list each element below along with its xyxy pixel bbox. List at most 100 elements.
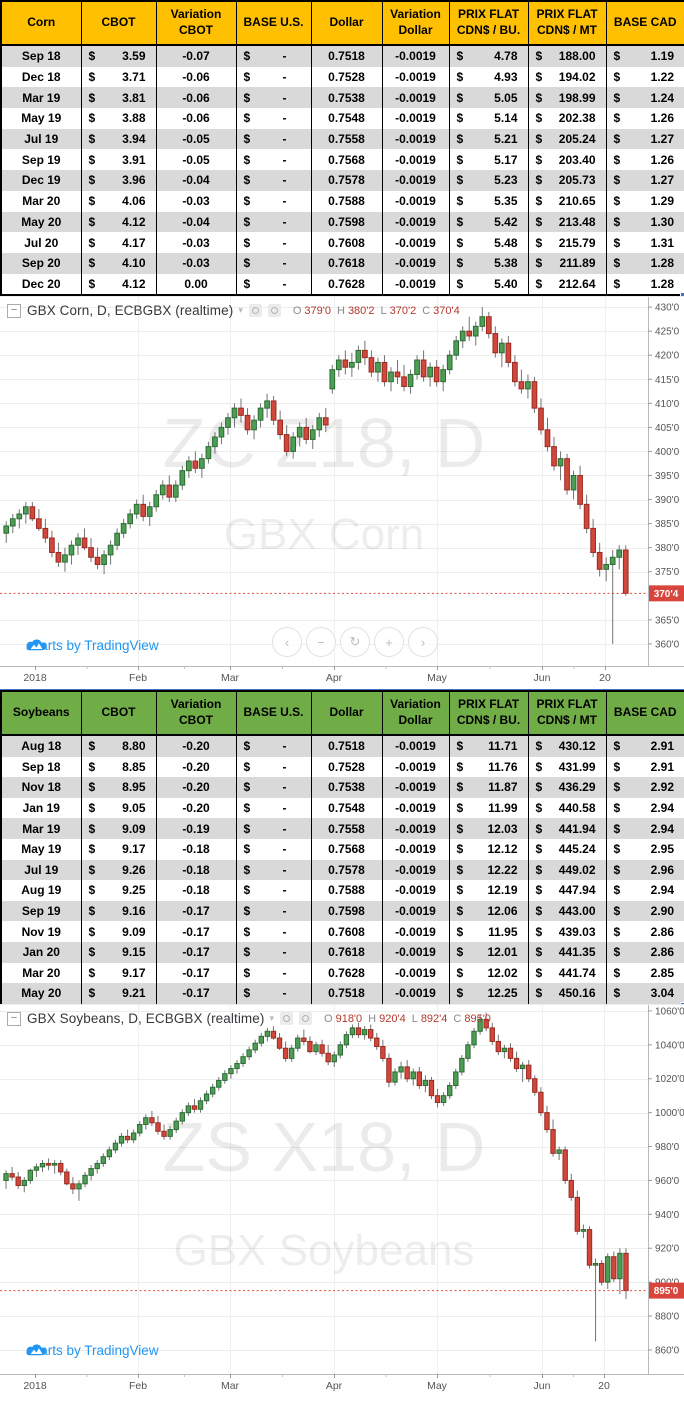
table-cell: $5.35 — [448, 190, 529, 212]
table-cell: $2.94 — [605, 797, 684, 819]
table-cell: Sep 20 — [0, 252, 82, 274]
chart-compare-icon[interactable] — [267, 304, 281, 317]
chevron-down-icon[interactable]: ▾ — [238, 305, 243, 315]
ohlc-value: 892'4 — [420, 1012, 448, 1025]
table-cell: $9.09 — [80, 921, 157, 942]
collapse-chart-icon[interactable]: − — [7, 1011, 21, 1026]
table-cell: Sep 19 — [0, 149, 82, 171]
chart-nav-button[interactable]: − — [306, 627, 336, 657]
table-cell: 0.7538 — [310, 87, 383, 109]
table-cell: $450.16 — [527, 983, 607, 1005]
soybeans-chart-header: − GBX Soybeans, D, ECBGBX (realtime) ▾ O… — [7, 1011, 497, 1026]
table-cell: -0.0019 — [381, 818, 450, 839]
collapse-chart-icon[interactable]: − — [7, 303, 21, 318]
table-cell: -0.17 — [155, 941, 237, 963]
table-cell: -0.0019 — [381, 87, 450, 109]
table-cell: -0.0019 — [381, 962, 450, 984]
table-cell: -0.0019 — [381, 859, 450, 881]
table-cell: $ - — [235, 232, 312, 253]
table-cell: $ - — [235, 66, 312, 88]
table-cell: Jul 20 — [0, 232, 82, 253]
table-cell: 0.7598 — [310, 900, 383, 922]
table-cell: -0.03 — [155, 190, 237, 212]
column-header: Variation CBOT — [155, 691, 237, 736]
table-cell: -0.0019 — [381, 45, 450, 67]
table-row: Sep 18 $3.59 -0.07 $ -0.7518 -0.0019 $4.78 $188… — [0, 45, 684, 67]
chart-nav-buttons: ‹ − ↻ + › — [272, 627, 438, 657]
table-cell: $ - — [235, 735, 312, 757]
column-header: Dollar — [310, 1, 383, 46]
chart-compare-icon[interactable] — [299, 1012, 313, 1025]
table-row: Jul 19 $3.94 -0.05 $ -0.7558 -0.0019 $5.21 $205… — [0, 128, 684, 150]
ohlc-value: 918'0 — [335, 1012, 363, 1025]
svg-text:420'0: 420'0 — [655, 351, 680, 362]
table-cell: $1.30 — [605, 211, 684, 233]
table-cell: $2.91 — [605, 735, 684, 757]
table-cell: $205.24 — [527, 128, 607, 150]
table-cell: $441.74 — [527, 962, 607, 984]
table-cell: 0.7608 — [310, 232, 383, 253]
table-cell: -0.0019 — [381, 880, 450, 901]
table-cell: $ - — [235, 252, 312, 274]
chart-style-icon[interactable] — [248, 304, 262, 317]
table-cell: Aug 18 — [0, 735, 82, 757]
table-cell: $8.85 — [80, 756, 157, 778]
table-cell: $211.89 — [527, 252, 607, 274]
table-cell: -0.17 — [155, 962, 237, 984]
table-cell: $2.94 — [605, 880, 684, 901]
table-cell: $5.17 — [448, 149, 529, 171]
corn-chart-header: − GBX Corn, D, ECBGBX (realtime) ▾ O 379'… — [7, 303, 466, 318]
svg-text:895'0: 895'0 — [654, 1286, 679, 1297]
table-cell: $2.86 — [605, 921, 684, 942]
column-header: CBOT — [80, 1, 157, 46]
tradingview-attribution[interactable]: charts by TradingView — [26, 638, 159, 653]
column-header: PRIX FLAT CDN$ / MT — [527, 1, 607, 46]
svg-text:410'0: 410'0 — [655, 399, 680, 410]
chart-style-icon[interactable] — [280, 1012, 294, 1025]
table-header-row: Corn CBOT Variation CBOT BASE U.S. Dollar Var… — [0, 1, 684, 46]
chevron-down-icon[interactable]: ▾ — [269, 1013, 275, 1023]
svg-text:1040'0: 1040'0 — [655, 1040, 684, 1051]
table-cell: 0.7598 — [310, 211, 383, 233]
table-cell: $3.96 — [80, 170, 157, 191]
table-row: Aug 19 $9.25 -0.18 $ -0.7588 -0.0019 $12.19 $44… — [0, 880, 684, 901]
ohlc-value: 380'2 — [347, 304, 375, 317]
table-cell: $5.23 — [448, 170, 529, 191]
svg-text:Mar: Mar — [221, 672, 240, 684]
chart-nav-button[interactable]: + — [374, 627, 404, 657]
table-cell: $ - — [235, 818, 312, 839]
chart-nav-button[interactable]: › — [408, 627, 438, 657]
svg-text:2018: 2018 — [23, 672, 47, 684]
chart-nav-button[interactable]: ‹ — [272, 627, 302, 657]
table-cell: $ - — [235, 797, 312, 819]
soybeans-chart-widget: ZS X18, D GBX Soybeans 1060'0 1040'0 1020'0 1… — [0, 1004, 684, 1407]
table-cell: $9.25 — [80, 880, 157, 901]
table-cell: -0.20 — [155, 777, 237, 798]
tradingview-attribution[interactable]: charts by TradingView — [26, 1343, 159, 1358]
svg-text:GBX Corn: GBX Corn — [224, 510, 425, 559]
table-cell: -0.0019 — [381, 128, 450, 150]
table-cell: $ - — [235, 921, 312, 942]
svg-text:1020'0: 1020'0 — [655, 1074, 684, 1085]
chart-nav-button[interactable]: ↻ — [340, 627, 370, 657]
table-cell: Nov 19 — [0, 921, 82, 942]
table-cell: $1.27 — [605, 128, 684, 150]
table-cell: Aug 19 — [0, 880, 82, 901]
table-cell: $4.93 — [448, 66, 529, 88]
ohlc-value: 895'0 — [464, 1012, 491, 1025]
table-cell: $194.02 — [527, 66, 607, 88]
table-cell: Dec 20 — [0, 273, 82, 296]
attribution-text: charts by TradingView — [26, 1343, 159, 1358]
table-cell: 0.7618 — [310, 252, 383, 274]
table-cell: -0.0019 — [381, 838, 450, 860]
table-cell: $12.03 — [448, 818, 529, 839]
column-header: Soybeans — [0, 691, 82, 736]
table-cell: 0.7628 — [310, 962, 383, 984]
column-header: BASE U.S. — [235, 691, 312, 736]
table-cell: $2.94 — [605, 818, 684, 839]
table-cell: $2.86 — [605, 941, 684, 963]
column-header: BASE CAD — [605, 1, 684, 46]
table-cell: Mar 19 — [0, 87, 82, 109]
table-cell: Jan 19 — [0, 797, 82, 819]
tradingview-logo-icon — [26, 1344, 46, 1356]
